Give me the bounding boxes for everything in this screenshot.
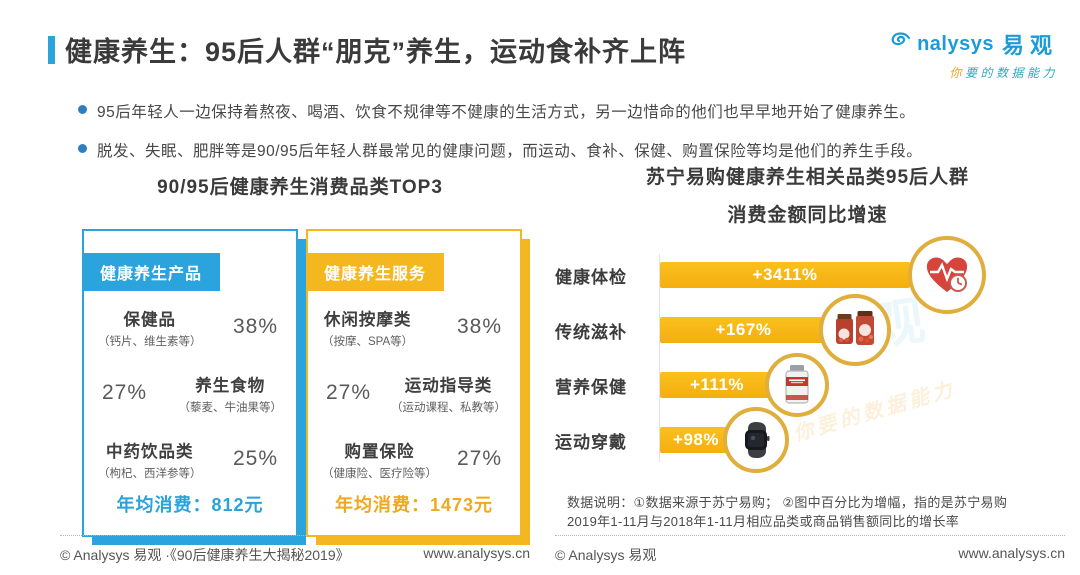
bullet-item: 95后年轻人一边保持着熬夜、喝酒、饮食不规律等不健康的生活方式，另一边惜命的他们…: [78, 100, 1008, 122]
title-accent-bar: [48, 35, 55, 64]
category-label: 运动穿戴: [555, 432, 627, 452]
bar: +167%: [660, 317, 827, 344]
chart-title-line1: 苏宁易购健康养生相关品类95后人群: [645, 167, 970, 188]
footer-left: © Analysys 易观 ·《90后健康养生大揭秘2019》 www.anal…: [60, 535, 530, 565]
card-row: 27% 养生食物 （藜麦、牛油果等）: [98, 367, 282, 419]
item-detail: （运动课程、私教等）: [391, 401, 506, 414]
card-row: 购置保险 （健康险、医疗险等） 27%: [322, 433, 506, 485]
logo-brand-cn: 易观: [1001, 33, 1058, 58]
card-row: 27% 运动指导类 （运动课程、私教等）: [322, 367, 506, 419]
website-link[interactable]: www.analysys.cn: [423, 545, 530, 561]
item-name: 购置保险: [344, 442, 415, 461]
category-label: 传统滋补: [555, 322, 627, 342]
item-detail: （健康险、医疗险等）: [322, 467, 437, 480]
footer: © Analysys 易观 ·《90后健康养生大揭秘2019》 www.anal…: [0, 535, 1080, 565]
chart-row: 健康体检 +3411%: [555, 236, 1060, 315]
top3-consumption-panel: 90/95后健康养生消费品类TOP3 健康养生产品 保健品 （钙片、维生素等） …: [60, 172, 540, 537]
smartwatch-icon: [723, 407, 789, 474]
logo-brand-en: nalysys: [917, 32, 994, 55]
category-label: 健康体检: [555, 267, 627, 287]
item-percent: 38%: [232, 315, 278, 338]
chart-axis-line: [659, 253, 660, 462]
item-detail: （按摩、SPA等）: [322, 335, 414, 348]
page-title: 健康养生：95后人群“朋克”养生，运动食补齐上阵: [65, 37, 687, 67]
item-detail: （藜麦、牛油果等）: [178, 401, 283, 414]
item-name: 养生食物: [195, 376, 266, 395]
item-percent: 38%: [456, 315, 502, 338]
bullet-dot-icon: [78, 144, 87, 153]
item-percent: 25%: [232, 447, 278, 470]
item-percent: 27%: [456, 447, 502, 470]
key-points: 95后年轻人一边保持着熬夜、喝酒、饮食不规律等不健康的生活方式，另一边惜命的他们…: [78, 100, 1008, 178]
item-name: 保健品: [123, 310, 176, 329]
data-note: 数据说明：①数据来源于苏宁易购； ②图中百分比为增幅，指的是苏宁易购 2019年…: [567, 494, 1008, 529]
header: 健康养生：95后人群“朋克”养生，运动食补齐上阵: [48, 30, 686, 69]
chart-title-line2: 消费金额同比增速: [727, 204, 888, 226]
bar: +98%: [660, 427, 732, 454]
website-link[interactable]: www.analysys.cn: [958, 545, 1065, 561]
card-badge: 健康养生产品: [82, 253, 221, 291]
average-spend: 年均消费：812元: [116, 495, 264, 515]
bullet-text: 95后年轻人一边保持着熬夜、喝酒、饮食不规律等不健康的生活方式，另一边惜命的他们…: [97, 104, 916, 121]
card-badge: 健康养生服务: [306, 253, 445, 291]
bar-value: +3411%: [752, 265, 818, 285]
item-name: 休闲按摩类: [323, 310, 412, 329]
bullet-item: 脱发、失眠、肥胖等是90/95后年轻人群最常见的健康问题，而运动、食补、保健、购…: [78, 139, 1008, 161]
copyright-text: © Analysys 易观: [555, 547, 657, 563]
bullet-dot-icon: [78, 105, 87, 114]
category-label: 营养保健: [555, 377, 627, 397]
health-check-icon: [908, 236, 986, 315]
growth-chart-panel: 苏宁易购健康养生相关品类95后人群 消费金额同比增速 健康体检 +3411%: [555, 168, 1060, 532]
bar-value: +167%: [715, 320, 772, 340]
bar-chart: 健康体检 +3411%: [555, 236, 1060, 474]
analysys-logo: nalysys 易观 你要的数据能力: [889, 28, 1058, 81]
bar-value: +111%: [689, 375, 745, 395]
item-detail: （枸杞、西洋参等）: [98, 467, 202, 480]
bar-value: +98%: [673, 430, 719, 450]
chart-row: 运动穿戴 +98%: [555, 407, 1060, 474]
card-row: 中药饮品类 （枸杞、西洋参等） 25%: [98, 433, 282, 485]
left-panel-title: 90/95后健康养生消费品类TOP3: [157, 177, 443, 198]
chart-row: 营养保健 +111%: [555, 353, 1060, 418]
card-row: 保健品 （钙片、维生素等） 38%: [98, 301, 282, 353]
item-percent: 27%: [326, 381, 372, 404]
bar: +3411%: [660, 262, 910, 289]
item-percent: 27%: [102, 381, 148, 404]
chart-row: 传统滋补 +167%: [555, 294, 1060, 367]
item-detail: （钙片、维生素等）: [98, 335, 202, 348]
logo-swoosh-icon: [889, 31, 913, 58]
card-health-services: 健康养生服务 休闲按摩类 （按摩、SPA等） 38% 27% 运动指导类 （运动…: [306, 229, 522, 537]
tonic-jars-icon: [819, 294, 891, 367]
logo-tagline: 你要的数据能力: [949, 66, 1058, 80]
average-spend: 年均消费：1473元: [334, 495, 494, 515]
supplement-bottle-icon: [765, 353, 829, 418]
bar: +111%: [660, 372, 774, 399]
card-row: 休闲按摩类 （按摩、SPA等） 38%: [322, 301, 506, 353]
copyright-text: © Analysys 易观 ·《90后健康养生大揭秘2019》: [60, 547, 350, 563]
bullet-text: 脱发、失眠、肥胖等是90/95后年轻人群最常见的健康问题，而运动、食补、保健、购…: [97, 143, 923, 160]
card-health-products: 健康养生产品 保健品 （钙片、维生素等） 38% 27% 养生食物 （藜麦、牛油…: [82, 229, 298, 537]
item-name: 中药饮品类: [106, 442, 194, 461]
item-name: 运动指导类: [404, 376, 493, 395]
footer-right: © Analysys 易观 www.analysys.cn: [555, 535, 1065, 565]
